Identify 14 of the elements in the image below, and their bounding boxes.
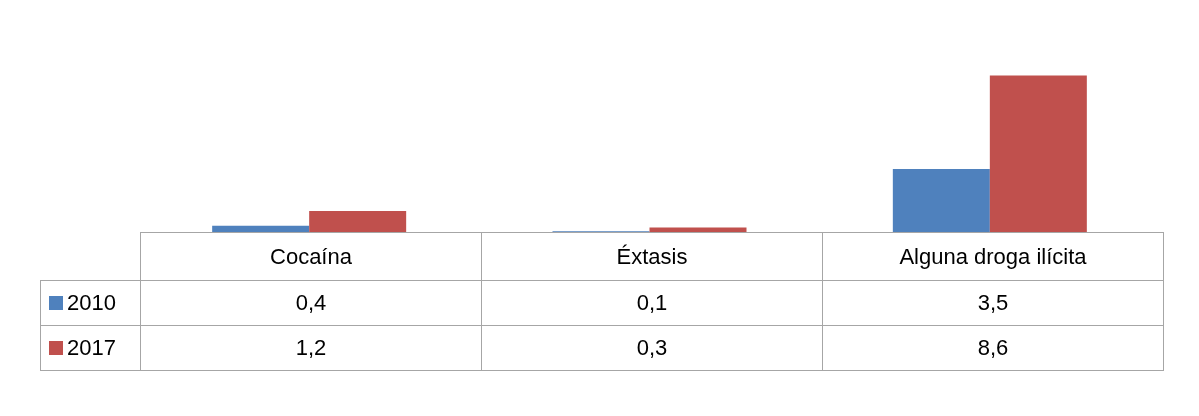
x-tick-label: Cocaína [140,232,482,281]
data-label: 8,6 [822,325,1164,371]
legend-label: 2010 [40,280,141,326]
data-label: 0,1 [481,280,823,326]
data-label: 1,2 [140,325,482,371]
bar [309,211,407,233]
bar [989,75,1087,233]
data-label: 0,4 [140,280,482,326]
bar [892,168,990,233]
x-tick-label: Éxtasis [481,232,823,281]
legend-label: 2017 [40,325,141,371]
data-label: 0,3 [481,325,823,371]
x-tick-label: Alguna droga ilícita [822,232,1164,281]
data-label: 3,5 [822,280,1164,326]
